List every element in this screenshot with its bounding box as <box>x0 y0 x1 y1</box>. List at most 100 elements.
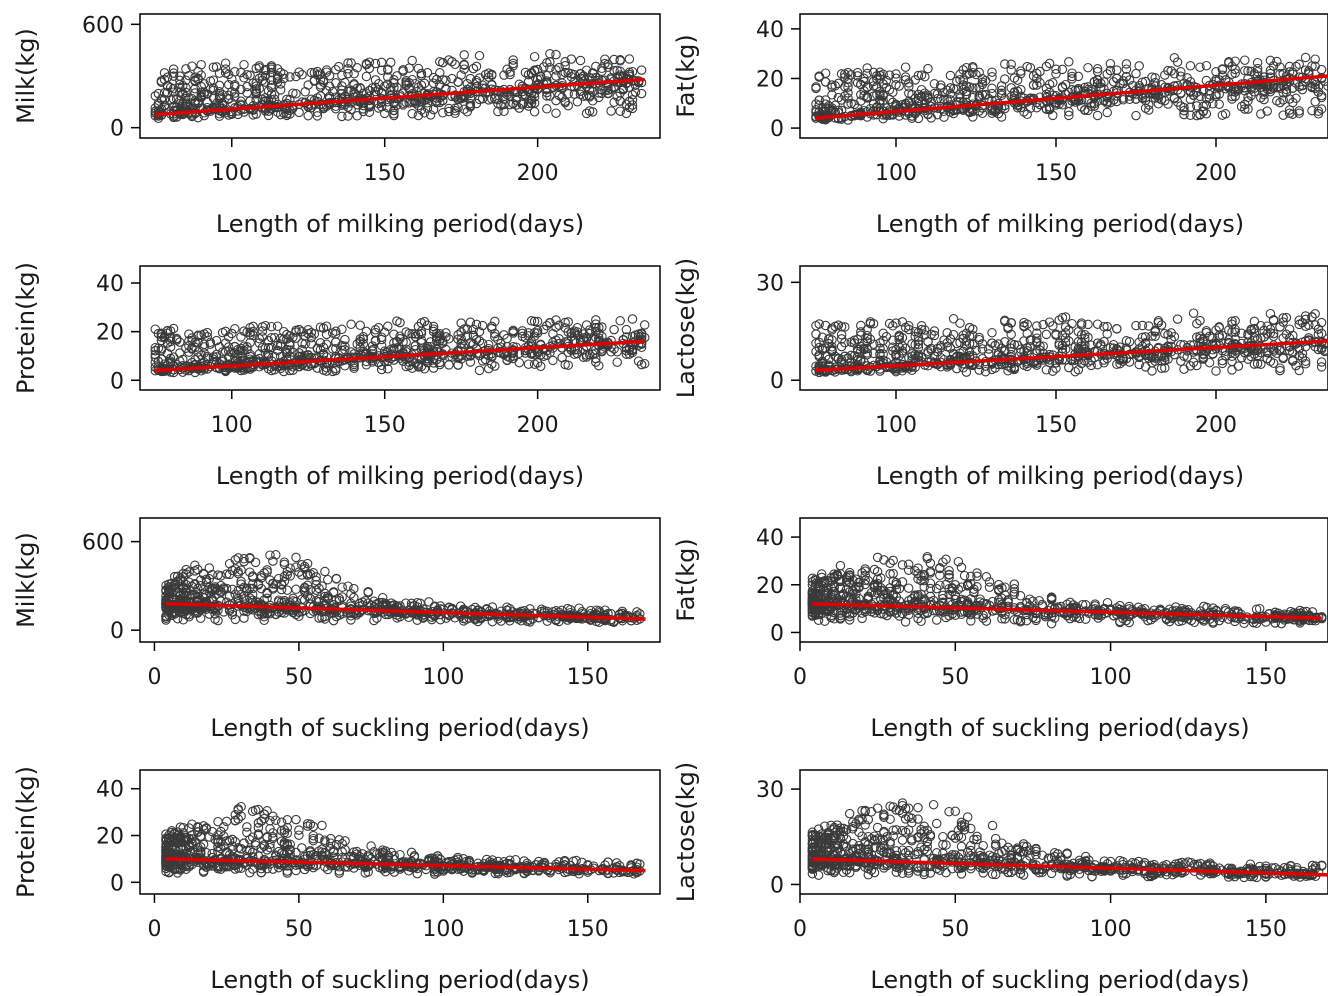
data-point <box>1198 101 1208 112</box>
data-point <box>1275 322 1285 332</box>
data-point <box>551 108 561 118</box>
data-point <box>230 92 240 102</box>
data-point <box>376 101 387 112</box>
data-point <box>1214 323 1224 333</box>
data-point <box>569 326 580 336</box>
data-point <box>459 104 469 115</box>
data-point <box>419 364 430 374</box>
data-point <box>364 85 375 96</box>
data-point <box>266 321 277 332</box>
x-tick-label: 100 <box>875 161 917 186</box>
data-point <box>958 75 968 85</box>
data-point <box>609 83 619 93</box>
data-point <box>1217 64 1228 75</box>
y-tick-label: 0 <box>110 117 124 142</box>
data-point <box>508 58 518 69</box>
data-point <box>392 100 402 110</box>
data-point <box>554 90 564 101</box>
data-point <box>410 78 421 89</box>
data-point <box>1291 61 1301 72</box>
data-point <box>386 57 396 68</box>
data-point <box>600 54 610 64</box>
data-point <box>309 75 320 86</box>
data-point <box>1112 324 1122 334</box>
data-point <box>811 320 821 331</box>
data-point <box>236 565 246 575</box>
data-point <box>1313 106 1324 116</box>
data-point <box>318 365 329 375</box>
data-point <box>974 365 984 375</box>
data-point <box>208 354 219 365</box>
data-point <box>929 326 940 336</box>
data-point <box>884 85 895 95</box>
data-point <box>1009 87 1020 98</box>
data-point <box>1243 104 1253 114</box>
data-point <box>923 90 933 100</box>
data-point <box>248 110 258 120</box>
data-point <box>331 343 341 354</box>
data-point <box>184 567 194 577</box>
data-point <box>1166 328 1176 338</box>
data-point <box>223 69 234 80</box>
data-point <box>1316 362 1327 372</box>
data-point <box>346 615 356 625</box>
data-point <box>379 327 390 338</box>
data-point <box>1307 105 1317 116</box>
data-point <box>511 95 521 105</box>
data-point <box>594 75 604 86</box>
data-point <box>581 342 592 352</box>
data-point <box>1147 366 1157 376</box>
data-point <box>187 61 197 71</box>
data-point <box>282 344 292 355</box>
data-point <box>1102 98 1112 109</box>
data-point <box>846 357 856 368</box>
data-point <box>539 62 549 72</box>
data-point <box>272 70 283 81</box>
data-point <box>1073 71 1084 82</box>
data-point <box>279 557 290 567</box>
data-point <box>428 321 439 332</box>
data-point <box>597 331 607 342</box>
data-point <box>1259 332 1269 342</box>
data-point <box>168 87 179 97</box>
data-point <box>1195 62 1205 72</box>
data-point <box>948 314 959 324</box>
data-point <box>190 579 200 589</box>
data-point <box>383 321 393 332</box>
data-point <box>1288 347 1298 358</box>
data-point <box>213 585 223 596</box>
data-point <box>223 79 234 90</box>
data-point <box>465 98 476 109</box>
x-tick-label: 200 <box>517 413 559 438</box>
data-point <box>181 83 191 93</box>
data-point <box>1140 332 1151 342</box>
data-point <box>987 83 997 94</box>
data-point <box>416 318 427 328</box>
data-point <box>827 325 837 335</box>
data-point <box>187 94 197 104</box>
data-point <box>542 104 552 114</box>
data-point <box>1227 327 1237 337</box>
data-point <box>1150 331 1160 342</box>
data-point <box>490 332 500 342</box>
data-point <box>260 77 271 87</box>
data-point <box>929 79 940 89</box>
data-point <box>626 616 636 626</box>
data-point <box>263 342 274 353</box>
y-axis-label: Milk(kg) <box>12 28 40 124</box>
data-point <box>578 352 589 363</box>
data-point <box>211 62 222 72</box>
fit-line <box>165 601 646 621</box>
data-point <box>1316 104 1327 114</box>
data-point <box>584 106 595 116</box>
data-point <box>1284 108 1295 119</box>
data-point <box>337 85 347 95</box>
data-point <box>891 351 901 361</box>
data-point <box>508 55 518 65</box>
data-point <box>483 95 494 105</box>
data-point <box>1243 329 1253 339</box>
data-point <box>1256 347 1266 358</box>
data-point <box>346 319 356 330</box>
data-point <box>398 100 408 110</box>
data-point <box>1051 69 1061 79</box>
